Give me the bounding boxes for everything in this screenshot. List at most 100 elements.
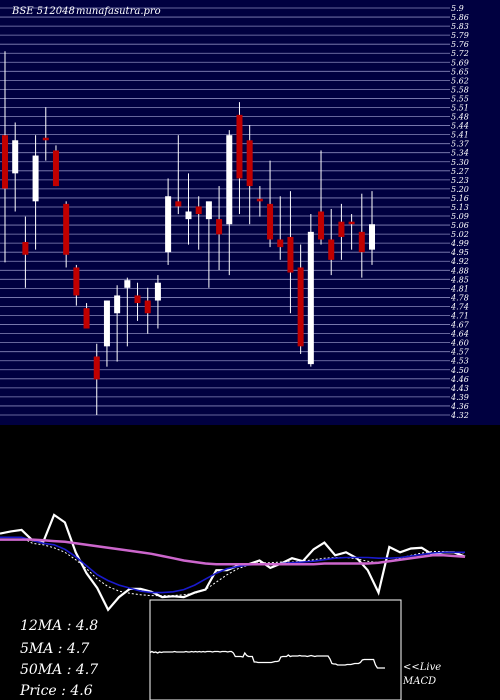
macd-live-label: <<Live <box>403 662 441 673</box>
price-tick-label: 4.46 <box>450 375 469 384</box>
candle-body-up <box>12 140 19 174</box>
candle-body-down <box>93 356 100 380</box>
price-tick-label: 4.67 <box>450 321 470 330</box>
legend-12ma: 12MA : 4.8 <box>20 618 98 634</box>
candle-body-up <box>165 196 172 253</box>
macd-panel <box>149 599 402 700</box>
price-tick-label: 4.99 <box>450 239 469 248</box>
legend-5ma: 5MA : 4.7 <box>20 641 89 657</box>
price-tick-label: 5.55 <box>451 94 469 103</box>
legend-price: Price : 4.6 <box>19 683 93 699</box>
candle-body-up <box>369 224 375 250</box>
price-tick-label: 4.78 <box>450 293 469 302</box>
site-name: munafasutra.pro <box>76 6 161 17</box>
price-tick-label: 5.83 <box>451 22 469 31</box>
price-tick-label: 4.32 <box>450 411 469 420</box>
candle-body-down <box>236 114 243 179</box>
price-axis-ticks: 5.95.865.835.795.765.725.695.655.625.585… <box>450 4 470 420</box>
candle-body-up <box>154 282 161 301</box>
candle-body-down <box>175 201 182 207</box>
price-tick-label: 5.44 <box>451 122 469 131</box>
price-tick-label: 4.85 <box>450 275 469 284</box>
candle-body-down <box>195 206 202 215</box>
price-tick-label: 4.50 <box>450 366 469 375</box>
legend-50ma: 50MA : 4.7 <box>20 662 98 678</box>
price-tick-label: 5.06 <box>451 221 469 230</box>
price-tick-label: 4.92 <box>450 257 469 266</box>
candle-body-down <box>358 231 365 253</box>
candle-body-down <box>22 242 29 255</box>
price-tick-label: 5.9 <box>451 4 464 13</box>
price-grid <box>0 7 450 416</box>
price-tick-label: 5.51 <box>451 103 469 112</box>
macd-line <box>149 650 385 669</box>
candle-body-down <box>318 211 325 240</box>
price-tick-label: 5.72 <box>451 49 469 58</box>
candle-body-up <box>124 280 131 288</box>
price-tick-label: 5.34 <box>451 149 469 158</box>
price-tick-label: 4.53 <box>450 357 469 366</box>
candle-body-down <box>287 236 294 273</box>
candle-body-down <box>73 267 80 296</box>
candle-body-up <box>226 135 233 225</box>
price-tick-label: 5.23 <box>451 176 469 185</box>
price-tick-label: 5.09 <box>451 212 469 221</box>
candle-body-up <box>307 231 314 365</box>
candle-body-up <box>32 155 39 202</box>
candle-body-down <box>277 239 284 248</box>
candle-body-down <box>83 308 90 329</box>
candle-body-down <box>63 203 70 255</box>
candle-body-up <box>205 201 212 220</box>
chart-title: BSE 512048 <box>11 6 75 17</box>
price-tick-label: 5.48 <box>451 113 469 122</box>
price-tick-label: 5.76 <box>451 40 469 49</box>
candlesticks <box>2 51 375 415</box>
price-tick-label: 4.39 <box>450 393 469 402</box>
price-tick-label: 5.79 <box>451 31 469 40</box>
price-tick-label: 5.02 <box>451 230 469 239</box>
line-12ma <box>0 536 465 594</box>
price-tick-label: 4.71 <box>450 312 469 321</box>
price-tick-label: 5.69 <box>451 58 469 67</box>
candle-body-up <box>103 300 110 347</box>
price-tick-label: 4.88 <box>450 266 469 275</box>
macd-label: MACD <box>402 676 436 687</box>
candle-body-down <box>256 198 263 202</box>
candle-body-down <box>52 150 59 187</box>
candle-body-down <box>42 137 49 141</box>
candle-body-down <box>144 300 151 314</box>
price-tick-label: 4.95 <box>450 248 469 257</box>
candle-body-down <box>267 203 274 240</box>
price-tick-label: 5.30 <box>451 158 469 167</box>
price-tick-label: 4.57 <box>450 348 470 357</box>
price-tick-label: 4.74 <box>450 302 469 311</box>
price-tick-label: 5.58 <box>451 85 469 94</box>
candle-body-down <box>216 219 223 235</box>
moving-average-lines <box>0 513 466 612</box>
candle-body-down <box>328 239 335 260</box>
line-50ma <box>0 538 466 566</box>
price-tick-label: 5.41 <box>451 131 469 140</box>
price-tick-label: 4.81 <box>450 284 469 293</box>
price-tick-label: 4.60 <box>450 339 469 348</box>
price-tick-label: 4.64 <box>450 330 469 339</box>
price-tick-label: 4.36 <box>450 402 469 411</box>
candle-body-down <box>348 221 355 225</box>
candle-body-down <box>134 295 141 304</box>
price-tick-label: 5.16 <box>451 194 469 203</box>
candle-body-up <box>114 295 121 314</box>
macd-polyline <box>149 650 385 669</box>
price-tick-label: 4.43 <box>450 384 469 393</box>
candle-body-down <box>297 267 304 347</box>
price-tick-label: 5.13 <box>451 203 469 212</box>
candle-body-down <box>246 140 253 187</box>
price-tick-label: 5.86 <box>451 13 469 22</box>
price-tick-label: 5.27 <box>451 167 470 176</box>
price-tick-label: 5.37 <box>451 140 470 149</box>
price-tick-label: 5.20 <box>451 185 469 194</box>
price-tick-label: 5.65 <box>451 67 469 76</box>
candle-body-down <box>2 135 8 189</box>
candle-body-up <box>185 211 192 220</box>
candle-body-down <box>338 221 345 237</box>
